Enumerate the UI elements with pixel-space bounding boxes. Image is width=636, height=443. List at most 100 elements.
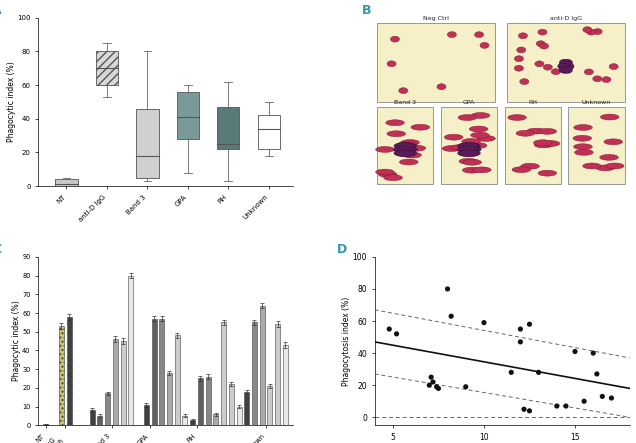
Bar: [205, 377, 211, 425]
Text: RH: RH: [529, 100, 537, 105]
Bar: [113, 339, 118, 425]
Point: [525, 407, 535, 414]
Text: B: B: [362, 4, 371, 17]
Ellipse shape: [559, 66, 570, 74]
Ellipse shape: [551, 69, 560, 74]
Y-axis label: Phagocytic index (%): Phagocytic index (%): [11, 301, 20, 381]
Point: [561, 403, 571, 410]
Ellipse shape: [562, 66, 572, 74]
Ellipse shape: [604, 139, 623, 145]
Bar: [237, 407, 242, 425]
Point: [426, 373, 436, 381]
Point: [391, 330, 401, 338]
Ellipse shape: [399, 159, 418, 165]
Ellipse shape: [593, 76, 602, 82]
Ellipse shape: [387, 131, 406, 137]
Bar: [275, 324, 280, 425]
Ellipse shape: [563, 63, 574, 70]
Point: [446, 313, 456, 320]
Bar: [90, 410, 95, 425]
Bar: [258, 115, 280, 149]
Point: [515, 338, 525, 346]
Bar: [198, 378, 203, 425]
Bar: [43, 424, 48, 425]
Ellipse shape: [538, 170, 556, 176]
Bar: [144, 405, 149, 425]
Bar: [505, 107, 561, 184]
Ellipse shape: [583, 163, 601, 169]
Bar: [96, 51, 118, 85]
Ellipse shape: [399, 88, 408, 93]
Text: Unknown: Unknown: [582, 100, 611, 105]
Ellipse shape: [562, 59, 572, 66]
Ellipse shape: [458, 115, 476, 120]
Y-axis label: Phagocytic index (%): Phagocytic index (%): [6, 62, 16, 142]
Point: [479, 319, 489, 326]
Point: [515, 326, 525, 333]
Ellipse shape: [516, 47, 526, 53]
Point: [431, 383, 441, 390]
Point: [591, 370, 602, 377]
Ellipse shape: [474, 32, 483, 38]
Bar: [283, 345, 288, 425]
Text: C: C: [0, 243, 1, 256]
Bar: [151, 319, 156, 425]
Point: [525, 321, 535, 328]
Ellipse shape: [602, 77, 611, 82]
Ellipse shape: [451, 144, 469, 151]
Ellipse shape: [394, 150, 415, 157]
Ellipse shape: [605, 163, 624, 169]
Ellipse shape: [462, 167, 481, 173]
Ellipse shape: [538, 128, 556, 134]
Bar: [268, 386, 272, 425]
Ellipse shape: [398, 141, 417, 147]
Bar: [441, 107, 497, 184]
Ellipse shape: [459, 150, 480, 157]
Ellipse shape: [508, 115, 527, 120]
Ellipse shape: [587, 29, 596, 35]
Ellipse shape: [463, 159, 481, 165]
Ellipse shape: [518, 33, 527, 39]
Point: [384, 326, 394, 333]
Ellipse shape: [574, 144, 592, 150]
Ellipse shape: [600, 155, 618, 160]
Ellipse shape: [516, 130, 535, 136]
Ellipse shape: [376, 147, 394, 152]
Point: [579, 398, 589, 405]
Ellipse shape: [539, 43, 549, 49]
Ellipse shape: [468, 143, 487, 148]
Ellipse shape: [593, 29, 602, 35]
Ellipse shape: [515, 56, 523, 62]
Point: [570, 348, 580, 355]
Text: anti-D IgG: anti-D IgG: [550, 16, 582, 21]
Text: D: D: [336, 243, 347, 256]
Point: [519, 406, 529, 413]
Bar: [177, 92, 199, 139]
Ellipse shape: [396, 143, 417, 149]
Bar: [218, 107, 240, 149]
Ellipse shape: [535, 61, 544, 67]
Ellipse shape: [520, 79, 529, 85]
Point: [428, 378, 438, 385]
Bar: [508, 23, 625, 102]
Bar: [183, 416, 188, 425]
Ellipse shape: [596, 165, 615, 171]
Ellipse shape: [476, 136, 495, 141]
Point: [433, 385, 443, 392]
Bar: [569, 107, 625, 184]
Ellipse shape: [407, 145, 425, 151]
Ellipse shape: [574, 149, 593, 155]
Ellipse shape: [538, 29, 547, 35]
Ellipse shape: [376, 169, 394, 175]
Ellipse shape: [541, 140, 560, 147]
Ellipse shape: [573, 135, 591, 141]
Text: GPA: GPA: [463, 100, 475, 105]
Ellipse shape: [458, 143, 479, 149]
Bar: [159, 319, 164, 425]
Ellipse shape: [583, 27, 592, 33]
Point: [551, 403, 562, 410]
Bar: [190, 420, 195, 425]
Ellipse shape: [584, 69, 593, 75]
Ellipse shape: [458, 150, 479, 157]
Ellipse shape: [387, 61, 396, 67]
